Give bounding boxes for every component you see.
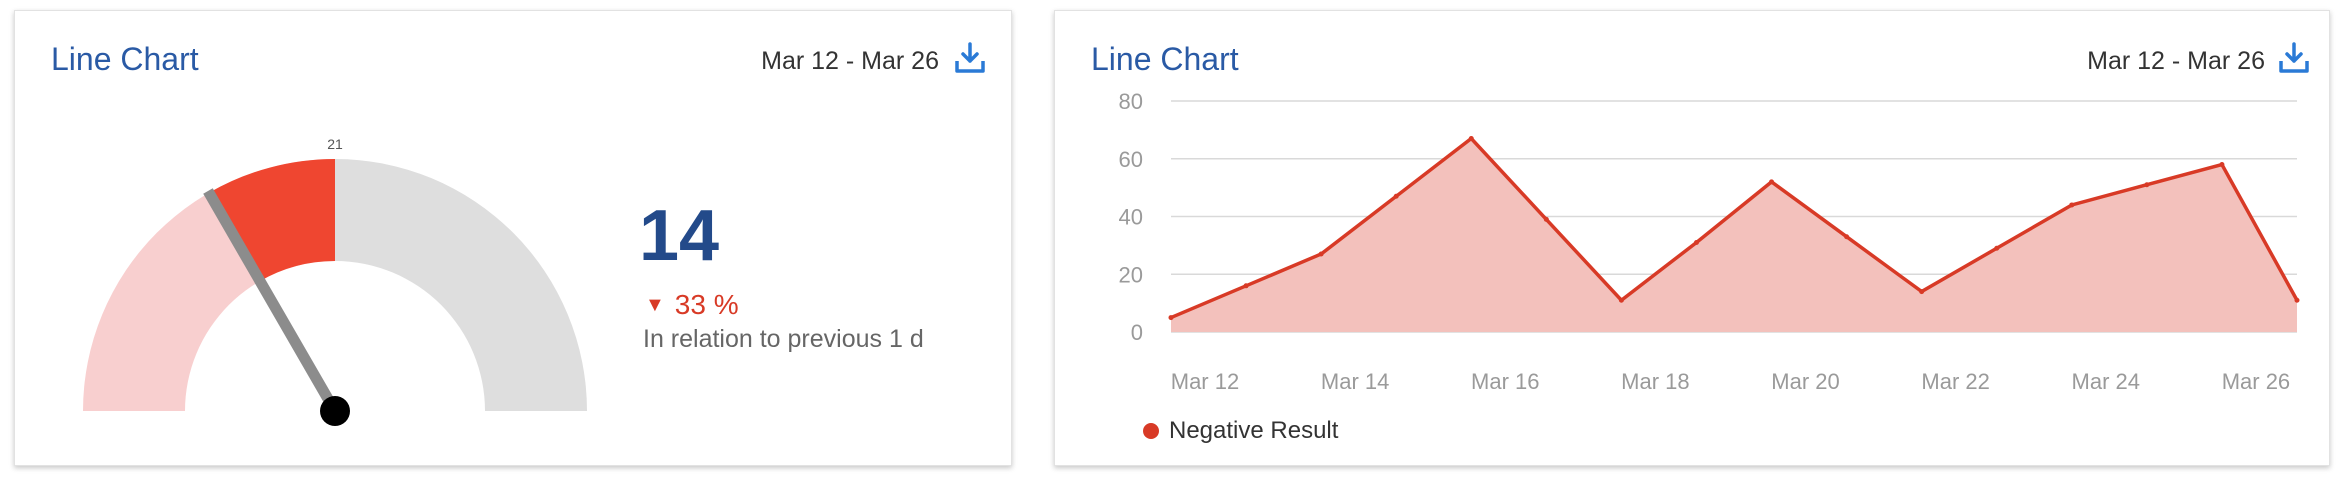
data-point (1543, 216, 1549, 222)
series-line (1170, 136, 2299, 320)
legend-label: Negative Result (1169, 417, 1339, 444)
x-tick-label: Mar 20 (1771, 369, 1839, 394)
data-point (1994, 245, 2000, 251)
data-point (1168, 315, 1174, 321)
data-point (2144, 182, 2150, 188)
gauge-value-segment (209, 159, 335, 282)
data-point (1769, 179, 1775, 185)
data-point (2294, 297, 2300, 303)
area-chart: 0 20 40 60 80 Mar 12 Mar 14 Mar 16 Mar 18 Mar 20 M… (1119, 89, 2300, 394)
legend-marker (1143, 423, 1159, 439)
data-point (1919, 289, 1925, 295)
kpi-note: In relation to previous 1 d (643, 325, 924, 353)
y-tick-label: 40 (1119, 205, 1143, 230)
kpi-value: 14 (639, 196, 720, 276)
x-tick-label: Mar 18 (1621, 369, 1689, 394)
x-tick-label: Mar 12 (1171, 369, 1239, 394)
down-arrow-icon: ▼ (645, 294, 665, 316)
card-title: Line Chart (51, 41, 199, 77)
series-area (1171, 138, 2297, 332)
kpi-change: ▼ 33 % (645, 289, 739, 321)
data-point (1318, 251, 1324, 257)
y-tick-label: 60 (1119, 147, 1143, 172)
card-title: Line Chart (1091, 41, 1239, 77)
gauge-chart: 21 (83, 136, 587, 426)
line-chart-card: Line Chart Mar 12 - Mar 26 0 20 40 60 80 Mar … (1054, 10, 2330, 466)
data-point (1393, 193, 1399, 199)
y-tick-label: 20 (1119, 262, 1143, 287)
x-tick-label: Mar 26 (2222, 369, 2290, 394)
gauge-band-high (335, 159, 587, 411)
gauge-target-label: 21 (327, 136, 343, 152)
data-point (1693, 239, 1699, 245)
date-range[interactable]: Mar 12 - Mar 26 (2087, 47, 2265, 75)
gauge-card: Line Chart Mar 12 - Mar 26 21 14 ▼ 33 % I… (14, 10, 1012, 466)
data-point (1243, 283, 1249, 289)
x-tick-label: Mar 22 (1921, 369, 1989, 394)
download-icon[interactable] (2277, 41, 2311, 75)
y-tick-label: 80 (1119, 89, 1143, 114)
data-point (1844, 234, 1850, 240)
date-range[interactable]: Mar 12 - Mar 26 (761, 47, 939, 75)
download-icon[interactable] (953, 41, 987, 75)
y-tick-label: 0 (1131, 320, 1143, 345)
legend[interactable]: Negative Result (1143, 417, 1338, 445)
data-point (1618, 297, 1624, 303)
data-point (2069, 202, 2075, 208)
x-tick-label: Mar 24 (2072, 369, 2140, 394)
x-tick-label: Mar 16 (1471, 369, 1539, 394)
kpi-change-value: 33 % (674, 289, 739, 320)
data-point (1468, 136, 1474, 142)
gauge-needle (203, 188, 340, 414)
gauge-pivot (320, 396, 350, 426)
x-tick-label: Mar 14 (1321, 369, 1389, 394)
data-point (2219, 162, 2225, 168)
